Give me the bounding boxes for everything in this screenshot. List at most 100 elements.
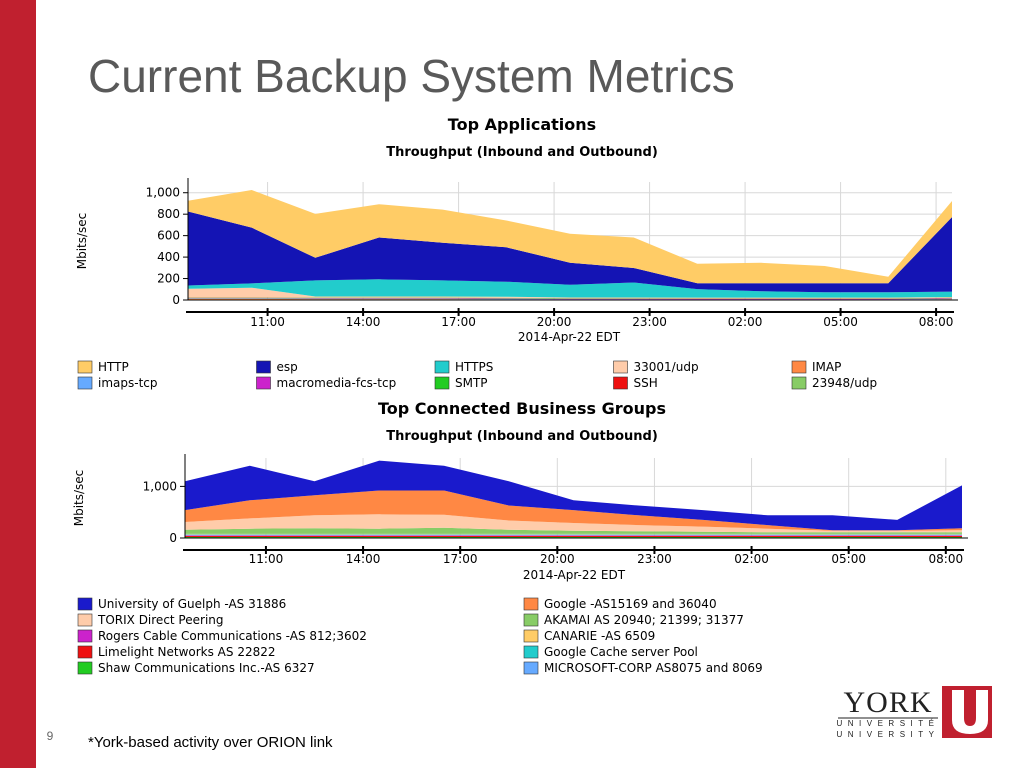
area (185, 527, 962, 534)
y-tick-label: 0 (172, 293, 180, 307)
x-tick-label: 11:00 (249, 552, 284, 566)
legend-label: macromedia-fcs-tcp (277, 376, 397, 390)
area (188, 190, 952, 284)
x-tick-label: 02:00 (734, 552, 769, 566)
chart: Top Applications Throughput (Inbound and … (75, 115, 958, 390)
legend-swatch (523, 597, 539, 611)
logo-u (952, 690, 988, 734)
x-axis-title: 2014-Apr-22 EDT (518, 330, 621, 344)
legend-swatch (77, 360, 93, 374)
legend-label: TORIX Direct Peering (97, 613, 224, 627)
legend-swatch (434, 376, 450, 390)
legend-label: SMTP (455, 376, 488, 390)
legend-label: University of Guelph -AS 31886 (98, 597, 286, 611)
legend-label: AKAMAI AS 20940; 21399; 31377 (544, 613, 744, 627)
chart-title: Top Connected Business Groups (378, 399, 666, 418)
legend-label: 33001/udp (634, 360, 699, 374)
area (185, 460, 962, 531)
legend-label: imaps-tcp (98, 376, 158, 390)
x-tick-label: 05:00 (823, 315, 858, 329)
y-axis-title: Mbits/sec (72, 470, 86, 527)
y-tick-label: 600 (157, 229, 180, 243)
legend-swatch (77, 629, 93, 643)
legend-label: esp (277, 360, 298, 374)
logo-line2: UNIVERSITY (836, 730, 939, 739)
logo-line1: UNIVERSITÉ (836, 719, 939, 728)
x-tick-label: 23:00 (632, 315, 667, 329)
y-tick-label: 200 (157, 272, 180, 286)
chart-subtitle: Throughput (Inbound and Outbound) (386, 145, 658, 160)
x-axis-title: 2014-Apr-22 EDT (523, 568, 626, 582)
chart-title: Top Applications (448, 115, 596, 134)
y-tick-label: 1,000 (146, 186, 180, 200)
chart-subtitle: Throughput (Inbound and Outbound) (386, 429, 658, 444)
y-axis-title: Mbits/sec (75, 213, 89, 270)
y-tick-label: 1,000 (143, 479, 177, 493)
legend-label: Rogers Cable Communications -AS 812;3602 (98, 629, 367, 643)
legend-swatch (77, 661, 93, 675)
area (185, 534, 962, 535)
y-tick-label: 400 (157, 250, 180, 264)
area (188, 211, 952, 293)
legend-label: IMAP (812, 360, 841, 374)
legend-swatch (77, 645, 93, 659)
side-bar (0, 0, 36, 768)
x-tick-label: 20:00 (537, 315, 572, 329)
legend-swatch (791, 360, 807, 374)
x-tick-label: 17:00 (443, 552, 478, 566)
legend-swatch (434, 360, 450, 374)
area (185, 514, 962, 533)
slide-title: Current Backup System Metrics (88, 50, 735, 102)
logo-name: YORK (843, 686, 932, 719)
area (185, 490, 962, 531)
legend-label: Shaw Communications Inc.-AS 6327 (98, 661, 315, 675)
legend-swatch (77, 613, 93, 627)
area (188, 297, 952, 299)
legend-swatch (523, 613, 539, 627)
legend-swatch (256, 376, 271, 390)
legend-label: SSH (634, 376, 658, 390)
x-tick-label: 02:00 (728, 315, 763, 329)
legend-swatch (791, 376, 807, 390)
legend-label: 23948/udp (812, 376, 877, 390)
area (188, 279, 952, 298)
x-tick-label: 20:00 (540, 552, 575, 566)
chart: Top Connected Business Groups Throughput … (72, 399, 968, 675)
area (188, 287, 952, 299)
legend-swatch (523, 629, 539, 643)
footnote: *York-based activity over ORION link (88, 734, 333, 751)
area (188, 298, 952, 300)
legend-swatch (523, 661, 539, 675)
logo: YORK UNIVERSITÉ UNIVERSITY (836, 686, 992, 739)
x-tick-label: 05:00 (831, 552, 866, 566)
legend-label: HTTP (98, 360, 129, 374)
area (185, 535, 962, 537)
area (185, 535, 962, 536)
y-tick-label: 800 (157, 207, 180, 221)
legend-swatch (256, 360, 271, 374)
legend-label: Google -AS15169 and 36040 (544, 597, 717, 611)
legend-label: CANARIE -AS 6509 (544, 629, 655, 643)
y-tick-label: 0 (169, 531, 177, 545)
legend-label: Google Cache server Pool (544, 645, 698, 659)
legend-swatch (77, 597, 93, 611)
page-number: 9 (47, 729, 54, 743)
x-tick-label: 11:00 (250, 315, 285, 329)
x-tick-label: 08:00 (929, 552, 964, 566)
legend-swatch (613, 360, 628, 374)
x-tick-label: 23:00 (637, 552, 672, 566)
area (188, 298, 952, 300)
x-tick-label: 17:00 (441, 315, 476, 329)
legend-label: Limelight Networks AS 22822 (98, 645, 276, 659)
x-tick-label: 08:00 (919, 315, 954, 329)
area (185, 534, 962, 536)
legend-label: HTTPS (455, 360, 493, 374)
legend-swatch (523, 645, 539, 659)
legend-swatch (613, 376, 628, 390)
x-tick-label: 14:00 (346, 552, 381, 566)
x-tick-label: 14:00 (346, 315, 381, 329)
legend-swatch (77, 376, 93, 390)
legend-label: MICROSOFT-CORP AS8075 and 8069 (544, 661, 763, 675)
